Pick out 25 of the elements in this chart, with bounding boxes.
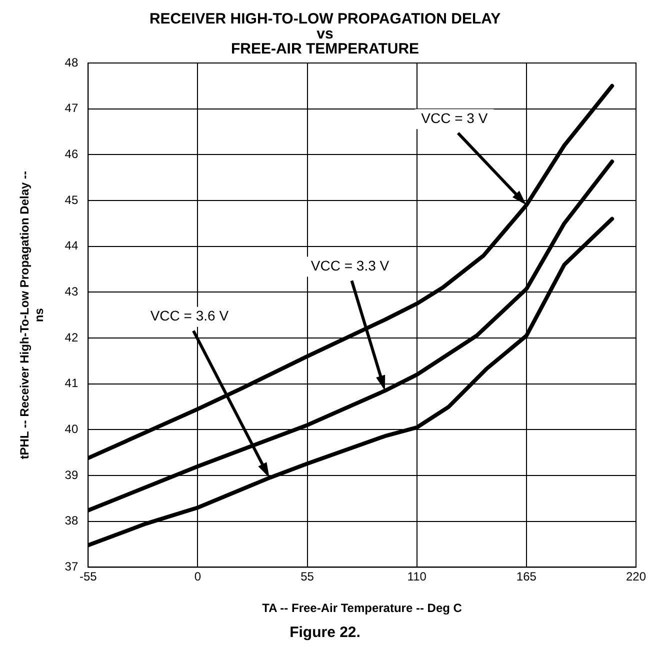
x-tick-label: 110 bbox=[407, 570, 427, 584]
x-axis-title: TA -- Free-Air Temperature -- Deg C bbox=[262, 601, 462, 616]
y-axis-title: tPHL -- Receiver High-To-Low Propagation Delay -- ns bbox=[18, 170, 46, 460]
y-tick-label: 43 bbox=[64, 284, 78, 298]
y-tick-label: 39 bbox=[64, 468, 78, 482]
x-tick-label: 55 bbox=[300, 570, 314, 584]
chart-title: RECEIVER HIGH-TO-LOW PROPAGATION DELAY vs FREE-AIR TEMPERATURE bbox=[149, 10, 501, 58]
y-tick-label: 37 bbox=[64, 560, 78, 574]
y-tick-label: 46 bbox=[64, 146, 78, 161]
annotation: VCC = 3 V bbox=[421, 110, 488, 126]
y-tick-label: 42 bbox=[64, 330, 78, 344]
caption: Figure 22. bbox=[290, 624, 360, 642]
y-tick-label: 41 bbox=[64, 376, 78, 390]
y-tick-label: 48 bbox=[64, 55, 78, 70]
y-tick-label: 40 bbox=[64, 422, 78, 436]
y-tick-label: 47 bbox=[64, 101, 78, 116]
annotation: VCC = 3.3 V bbox=[310, 258, 390, 274]
y-tick-label: 45 bbox=[64, 192, 78, 207]
x-tick-label: 0 bbox=[194, 570, 202, 584]
annotation: VCC = 3.6 V bbox=[150, 308, 230, 324]
y-tick-label: 44 bbox=[64, 238, 78, 253]
x-tick-label: 220 bbox=[626, 570, 646, 584]
x-tick-label: -55 bbox=[79, 570, 98, 584]
x-tick-label: 165 bbox=[516, 570, 537, 584]
y-tick-label: 38 bbox=[64, 514, 78, 528]
